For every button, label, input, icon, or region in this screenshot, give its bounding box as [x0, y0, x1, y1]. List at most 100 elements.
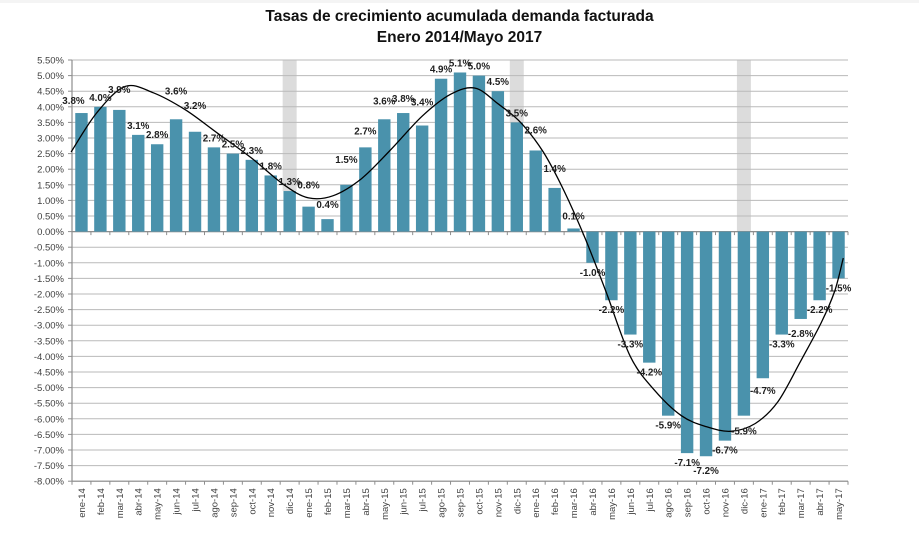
y-axis-label: 0.00% [37, 227, 64, 238]
data-label: 1.8% [260, 161, 283, 172]
x-axis-label: ago-16 [664, 488, 675, 518]
y-axis-label: -7.50% [34, 461, 65, 472]
bar [624, 231, 637, 335]
x-axis-label: abr-17 [815, 488, 826, 515]
data-label: 4.9% [430, 65, 453, 76]
bar [605, 231, 618, 301]
y-axis-label: -2.00% [34, 290, 65, 301]
bar [453, 72, 467, 232]
x-axis-label: may-15 [380, 488, 391, 520]
x-axis-label: feb-16 [550, 488, 561, 515]
data-label: 1.3% [278, 177, 301, 188]
bar [245, 159, 259, 232]
bar [415, 125, 429, 232]
x-axis-label: oct-16 [702, 488, 713, 514]
data-label: 2.8% [146, 130, 169, 141]
bar [75, 113, 88, 232]
data-label: 3.5% [506, 108, 529, 119]
bar [699, 231, 713, 457]
bar [548, 187, 561, 232]
bar [718, 231, 732, 441]
y-axis-label: 2.50% [37, 149, 64, 160]
x-axis-label: may-17 [834, 488, 845, 520]
bar [491, 91, 505, 232]
bar [113, 109, 126, 232]
y-axis-label: 5.50% [37, 56, 64, 67]
data-label: 5.0% [468, 62, 491, 73]
data-label: 2.6% [525, 125, 548, 136]
x-axis-label: nov-15 [493, 488, 504, 517]
data-label: -4.7% [750, 386, 776, 397]
x-axis-label: feb-14 [96, 488, 107, 515]
chart-title: Tasas de crecimiento acumulada demanda f… [0, 6, 919, 48]
bar [661, 231, 675, 416]
x-axis-label: mar-14 [115, 488, 126, 518]
x-axis-label: jul-15 [418, 488, 429, 512]
bar [150, 144, 164, 232]
x-axis-label: jun-16 [626, 488, 637, 515]
bar [321, 219, 334, 232]
data-label: -1.0% [580, 268, 606, 279]
data-label: 0.8% [297, 181, 320, 192]
x-axis-label: dic-16 [739, 488, 750, 514]
bar [226, 153, 240, 232]
data-label: 1.4% [543, 164, 566, 175]
y-axis-label: -2.50% [34, 305, 65, 316]
y-axis-label: -4.50% [34, 368, 65, 379]
y-axis-label: 4.00% [37, 102, 64, 113]
x-axis-label: oct-15 [474, 488, 485, 514]
y-axis-label: 1.50% [37, 180, 64, 191]
data-label: 0.4% [316, 200, 339, 211]
x-axis-label: nov-16 [720, 488, 731, 517]
y-axis-label: -3.50% [34, 336, 65, 347]
data-label: -1.5% [826, 283, 852, 294]
data-label: 3.6% [165, 86, 188, 97]
data-label: -4.2% [636, 368, 662, 379]
chart-title-line2: Enero 2014/Mayo 2017 [376, 29, 543, 46]
x-axis-label: abr-15 [361, 488, 372, 515]
data-label: -3.3% [618, 340, 644, 351]
x-axis-label: mar-16 [569, 488, 580, 518]
x-axis-label: sep-16 [683, 488, 694, 517]
data-label: -5.9% [655, 421, 681, 432]
y-axis-label: -4.00% [34, 352, 65, 363]
data-label: 4.0% [89, 93, 112, 104]
bar [813, 231, 826, 301]
y-axis-label: -0.50% [34, 243, 65, 254]
bar [283, 191, 296, 232]
data-label: 3.8% [62, 96, 85, 107]
data-label: -2.2% [599, 305, 625, 316]
data-label: 3.8% [392, 94, 415, 105]
bar [510, 122, 523, 232]
bar [188, 131, 202, 232]
bar [378, 119, 391, 232]
y-axis-label: 3.00% [37, 134, 64, 145]
bar [94, 106, 107, 232]
x-axis-label: dic-15 [512, 488, 523, 514]
x-axis-label: jul-14 [191, 488, 202, 512]
y-axis-label: 5.00% [37, 71, 64, 82]
bar [832, 231, 845, 279]
x-axis-label: abr-14 [134, 488, 145, 515]
data-label: -7.2% [693, 466, 719, 477]
data-label: 3.1% [127, 121, 150, 132]
x-axis-label: may-14 [153, 488, 164, 520]
x-axis-label: ene-14 [77, 488, 88, 518]
y-axis-label: 3.50% [37, 118, 64, 129]
y-axis-label: -6.00% [34, 414, 65, 425]
data-label: -2.8% [788, 329, 814, 340]
data-label: 2.5% [222, 140, 245, 151]
data-label: -7.1% [674, 458, 700, 469]
data-label: 1.5% [335, 155, 358, 166]
bar [302, 206, 315, 232]
x-axis-label: ago-15 [437, 488, 448, 518]
data-label: -3.3% [769, 340, 795, 351]
y-axis-label: -1.00% [34, 258, 65, 269]
y-axis-label: -7.00% [34, 446, 65, 457]
x-axis-label: dic-14 [285, 488, 296, 514]
x-axis-label: nov-14 [266, 488, 277, 517]
december-highlight-band [736, 60, 751, 232]
bar [207, 147, 221, 232]
bar [340, 184, 353, 232]
